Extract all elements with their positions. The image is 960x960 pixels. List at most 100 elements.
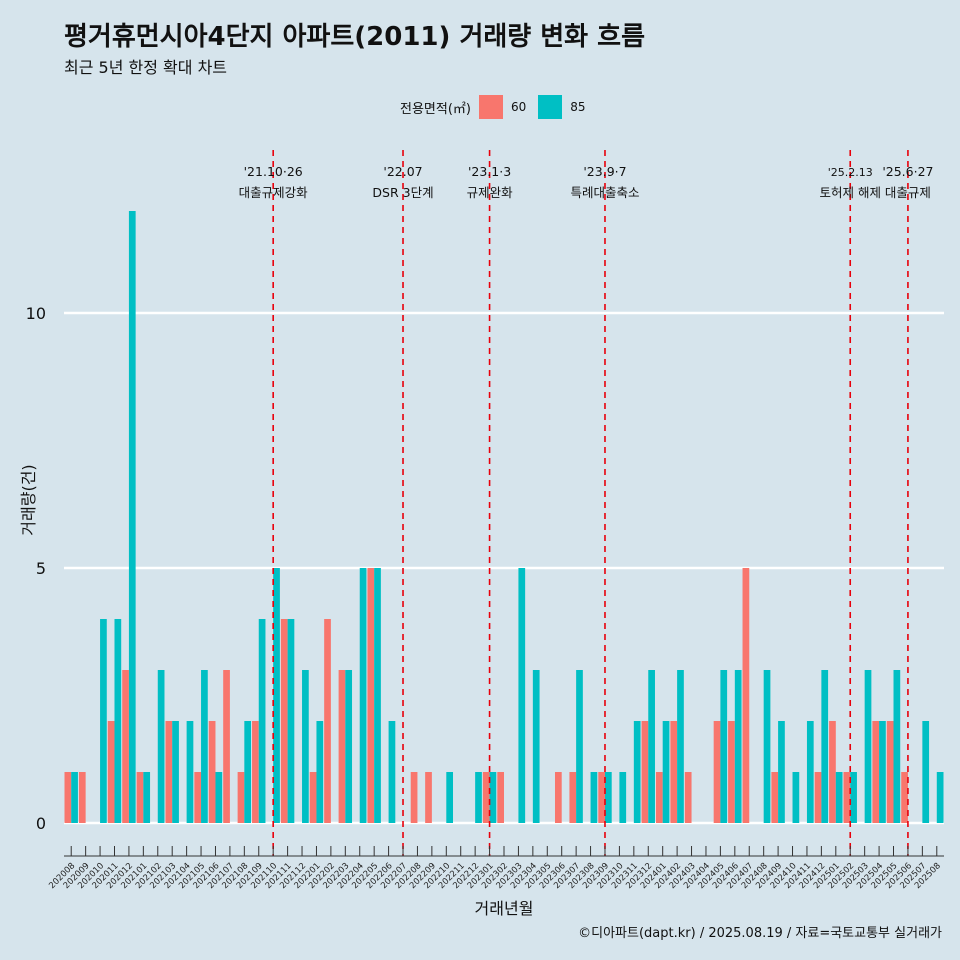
bar-85-202406 <box>734 670 742 823</box>
bar-85-202110 <box>273 568 280 823</box>
event-label-1: '22.07 <box>383 164 422 179</box>
bar-60-202108 <box>237 772 245 823</box>
bar-60-202106 <box>208 721 216 823</box>
legend-label-60: 60 <box>510 100 527 114</box>
bar-60-202111 <box>280 619 288 823</box>
bar-85-202106 <box>215 772 223 823</box>
bar-60-202403 <box>684 772 692 823</box>
bar-85-202103 <box>172 721 179 823</box>
bar-85-202109 <box>258 619 266 823</box>
event-desc-0: 대출규제강화 <box>239 185 309 200</box>
bar-85-202309 <box>604 772 612 823</box>
bar-85-202410 <box>792 772 800 823</box>
bar-60-202107 <box>223 670 230 823</box>
bar-85-202112 <box>302 670 309 823</box>
bar-85-202507 <box>922 721 930 823</box>
bar-60-202401 <box>655 772 663 823</box>
bar-85-202505 <box>893 670 901 823</box>
bar-85-202101 <box>143 772 151 823</box>
bar-60-202105 <box>194 772 202 823</box>
bar-60-202302 <box>497 772 504 823</box>
bar-85-202405 <box>720 670 728 823</box>
bar-85-202502 <box>850 772 857 823</box>
legend: 전용면적(㎡) 60 85 <box>400 94 590 120</box>
bar-85-202102 <box>157 670 165 823</box>
bar-85-202201 <box>316 721 324 823</box>
bar-85-202008 <box>71 772 78 823</box>
bar-60-202101 <box>136 772 144 823</box>
bar-60-202201 <box>309 772 317 823</box>
bar-60-202506 <box>901 772 908 823</box>
bar-60-202502 <box>843 772 851 823</box>
bar-60-202501 <box>829 721 836 823</box>
legend-label-85: 85 <box>570 100 586 114</box>
bar-60-202011 <box>107 721 115 823</box>
chart-title: 평거휴먼시아4단지 아파트(2011) 거래량 변화 흐름 <box>64 22 645 52</box>
bar-60-202202 <box>324 619 331 823</box>
event-desc-3: 특례대출축소 <box>570 185 639 200</box>
bar-85-202307 <box>576 670 583 823</box>
bar-85-202402 <box>677 670 684 823</box>
bar-85-202503 <box>864 670 872 823</box>
x-axis-title: 거래년월 <box>475 899 534 918</box>
bar-85-202308 <box>590 772 598 823</box>
y-tick-label: 0 <box>36 814 46 833</box>
bar-60-202009 <box>78 772 86 823</box>
bar-85-202501 <box>835 772 843 823</box>
event-desc-5: 대출규제 <box>885 185 931 200</box>
bar-85-202508 <box>936 772 944 823</box>
bar-60-202205 <box>367 568 375 823</box>
y-axis-title: 거래량(건) <box>19 464 38 535</box>
bar-60-202301 <box>482 772 490 823</box>
bar-60-202109 <box>252 721 259 823</box>
bar-85-202210 <box>446 772 454 823</box>
bar-85-202409 <box>778 721 785 823</box>
bar-60-202504 <box>872 721 880 823</box>
bar-60-202405 <box>713 721 721 823</box>
bar-85-202311 <box>633 721 641 823</box>
bar-85-202304 <box>532 670 540 823</box>
bar-60-202312 <box>641 721 649 823</box>
y-tick-label: 5 <box>36 559 46 578</box>
event-label-0: '21.10·26 <box>244 164 303 179</box>
bar-85-202111 <box>287 619 295 823</box>
event-label-2: '23.1·3 <box>468 164 511 179</box>
bar-60-202402 <box>670 721 678 823</box>
bar-60-202307 <box>569 772 577 823</box>
bar-85-202108 <box>244 721 252 823</box>
bar-60-202505 <box>886 721 894 823</box>
bar-60-202208 <box>410 772 418 823</box>
bar-60-202412 <box>814 772 822 823</box>
bar-85-202206 <box>388 721 396 823</box>
bar-85-202504 <box>879 721 886 823</box>
chart-subtitle: 최근 5년 한정 확대 차트 <box>64 58 228 77</box>
event-desc-2: 규제완화 <box>467 185 514 200</box>
bar-85-202105 <box>201 670 208 823</box>
legend-title: 전용면적(㎡) <box>400 101 471 117</box>
event-desc-4: 토허제 해제 <box>819 185 880 200</box>
bar-85-202411 <box>806 721 814 823</box>
bar-85-202408 <box>763 670 771 823</box>
event-label-3: '23.9·7 <box>583 164 626 179</box>
bar-60-202012 <box>122 670 129 823</box>
bar-85-202212 <box>475 772 482 823</box>
bar-85-202303 <box>518 568 526 823</box>
bar-60-202309 <box>598 772 605 823</box>
y-tick-label: 10 <box>26 304 46 323</box>
bar-85-202204 <box>359 568 367 823</box>
bar-60-202008 <box>64 772 72 823</box>
event-label-5: '25.6·27 <box>882 164 933 179</box>
event-desc-1: DSR 3단계 <box>372 185 433 200</box>
bar-85-202310 <box>619 772 627 823</box>
bar-85-202401 <box>662 721 670 823</box>
bar-60-202103 <box>165 721 173 823</box>
bar-85-202312 <box>648 670 655 823</box>
event-label-4: '25.2.13 <box>828 166 873 179</box>
bar-85-202301 <box>489 772 497 823</box>
bar-60-202306 <box>554 772 562 823</box>
bar-85-202012 <box>128 211 136 823</box>
chart-caption: ©디아파트(dapt.kr) / 2025.08.19 / 자료=국토교통부 실… <box>578 926 942 941</box>
legend-swatch-85 <box>538 95 563 119</box>
legend-swatch-60 <box>478 95 503 119</box>
